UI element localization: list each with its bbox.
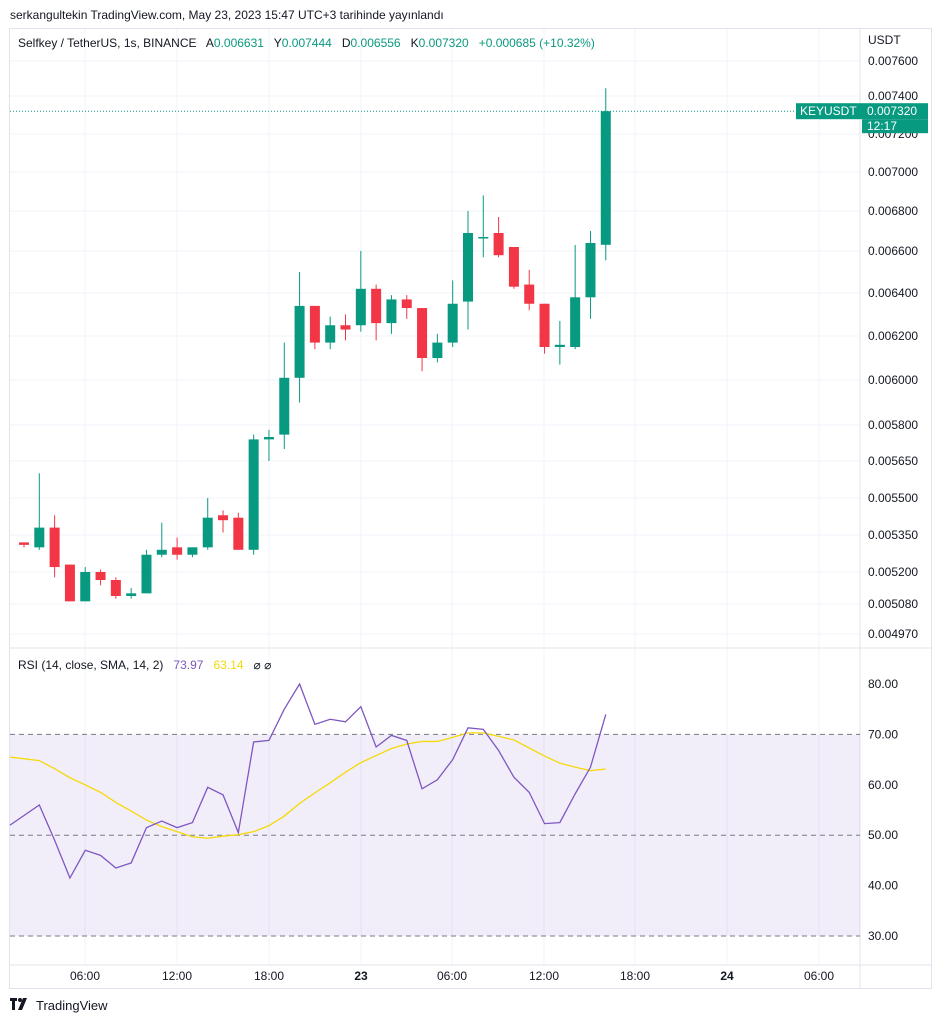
rsi-label: RSI (14, close, SMA, 14, 2) xyxy=(18,658,164,672)
symbol-label: Selfkey / TetherUS, 1s, BINANCE xyxy=(18,36,197,50)
candle-body xyxy=(49,527,60,568)
candle-body xyxy=(524,284,535,304)
price-tick-label: 0.005650 xyxy=(868,454,918,468)
candle-body xyxy=(95,572,106,580)
rsi-tick-label: 80.00 xyxy=(868,677,898,691)
candle-body xyxy=(432,342,443,358)
footer-brand-text: TradingView xyxy=(36,998,108,1013)
candle-body xyxy=(187,547,198,555)
rsi-tick-label: 70.00 xyxy=(868,727,898,741)
candle-body xyxy=(218,515,229,521)
candle-body xyxy=(570,297,581,347)
time-tick-label: 18:00 xyxy=(620,969,650,983)
low-label: D xyxy=(341,36,351,50)
candle-body xyxy=(263,437,274,440)
price-tick-label: 0.005500 xyxy=(868,491,918,505)
open-value: 0.006631 xyxy=(213,36,264,50)
rsi-value: 73.97 xyxy=(173,658,204,672)
published-header: serkangultekin TradingView.com, May 23, … xyxy=(10,8,444,22)
rsi-tick-label: 50.00 xyxy=(868,828,898,842)
low-value: 0.006556 xyxy=(350,36,401,50)
candle-body xyxy=(80,572,91,602)
rsi-tick-label: 60.00 xyxy=(868,778,898,792)
price-tag-countdown-bg xyxy=(862,119,928,134)
candle-body xyxy=(600,111,611,245)
candle-body xyxy=(141,554,152,594)
time-tick-label: 06:00 xyxy=(437,969,467,983)
time-tick-label: 24 xyxy=(720,969,734,983)
close-label: K xyxy=(410,36,419,50)
rsi-tick-label: 40.00 xyxy=(868,879,898,893)
tradingview-logo-icon xyxy=(10,998,32,1013)
candle-body xyxy=(172,547,183,555)
candle-body xyxy=(309,305,320,343)
candle-body xyxy=(156,549,167,555)
candle-body xyxy=(294,305,305,378)
open-label: A xyxy=(205,36,214,50)
high-label: Y xyxy=(273,36,282,50)
time-tick-label: 12:00 xyxy=(529,969,559,983)
candle-body xyxy=(202,517,213,548)
candle-body xyxy=(371,288,382,324)
price-tick-label: 0.006600 xyxy=(868,244,918,258)
rsi-line xyxy=(9,682,607,880)
candle-body xyxy=(233,517,244,550)
candle-body xyxy=(447,303,458,343)
price-tick-label: 0.005800 xyxy=(868,418,918,432)
candle-body xyxy=(417,308,428,358)
rsi-legend: RSI (14, close, SMA, 14, 2) 73.97 63.14 … xyxy=(18,658,271,672)
rsi-extra: ⌀ ⌀ xyxy=(253,658,272,672)
price-tick-label: 0.006400 xyxy=(868,286,918,300)
candle-body xyxy=(110,580,121,596)
change-value: +0.000685 (+10.32%) xyxy=(478,36,595,50)
price-tick-label: 0.005200 xyxy=(868,565,918,579)
price-tick-label: 0.005350 xyxy=(868,528,918,542)
candle-body xyxy=(34,527,45,548)
close-value: 0.007320 xyxy=(418,36,469,50)
candle-body xyxy=(64,564,75,602)
candle-body xyxy=(19,542,29,545)
price-tag-bg xyxy=(796,103,928,120)
candle-body xyxy=(340,325,351,330)
time-tick-label: 06:00 xyxy=(804,969,834,983)
candle-body xyxy=(325,325,336,343)
price-tick-label: 0.006200 xyxy=(868,329,918,343)
chart-frame xyxy=(9,28,932,989)
price-tag-price: 0.007320 xyxy=(867,104,917,118)
candle-body xyxy=(462,233,473,302)
candle-body xyxy=(279,377,290,435)
price-tag-symbol: KEYUSDT xyxy=(800,104,857,118)
price-tick-label: 0.007000 xyxy=(868,165,918,179)
candle-body xyxy=(539,303,550,347)
time-tick-label: 18:00 xyxy=(254,969,284,983)
footer-brand: TradingView xyxy=(10,998,108,1013)
symbol-legend: Selfkey / TetherUS, 1s, BINANCE A0.00663… xyxy=(18,36,595,50)
time-tick-label: 12:00 xyxy=(162,969,192,983)
time-tick-label: 06:00 xyxy=(70,969,100,983)
high-value: 0.007444 xyxy=(281,36,332,50)
candle-body xyxy=(248,439,259,550)
candle-body xyxy=(493,233,504,256)
candle-body xyxy=(508,247,519,287)
price-tick-label: 0.007400 xyxy=(868,89,918,103)
candle-body xyxy=(554,344,565,347)
price-tick-label: 0.007600 xyxy=(868,54,918,68)
rsi-ma-value: 63.14 xyxy=(213,658,244,672)
price-axis-currency: USDT xyxy=(868,33,901,47)
price-tick-label: 0.006800 xyxy=(868,204,918,218)
candle-body xyxy=(585,243,596,298)
candle-body xyxy=(478,237,489,239)
price-tick-label: 0.006000 xyxy=(868,373,918,387)
candle-body xyxy=(386,299,397,324)
price-tick-label: 0.004970 xyxy=(868,627,918,641)
candle-body xyxy=(126,593,137,596)
time-tick-label: 23 xyxy=(354,969,368,983)
price-tick-label: 0.005080 xyxy=(868,597,918,611)
price-tag-countdown: 12:17 xyxy=(867,119,897,133)
candle-body xyxy=(355,288,366,326)
candle-body xyxy=(401,299,412,309)
rsi-tick-label: 30.00 xyxy=(868,929,898,943)
rsi-ma-line xyxy=(9,732,606,839)
